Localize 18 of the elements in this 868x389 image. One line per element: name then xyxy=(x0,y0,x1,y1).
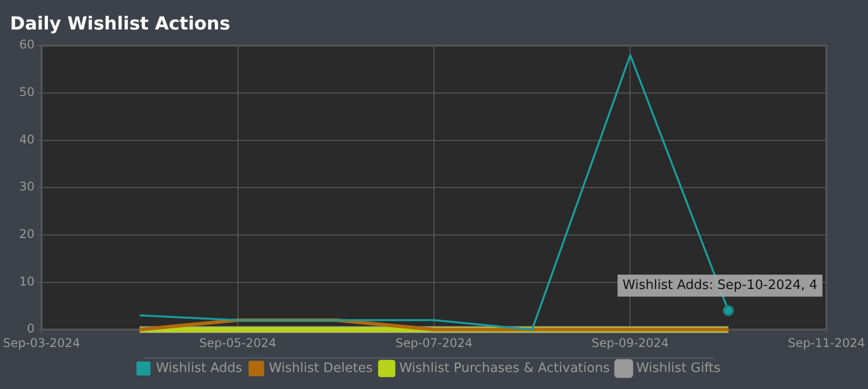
x-tick-label: Sep-03-2024 xyxy=(2,336,80,350)
y-tick-label: 30 xyxy=(19,180,35,194)
y-tick-label: 20 xyxy=(19,227,35,242)
y-tick-label: 60 xyxy=(19,38,35,52)
y-tick-label: 10 xyxy=(19,274,35,288)
x-tick-label: Sep-11-2024 xyxy=(788,336,866,350)
legend-label: Wishlist Gifts xyxy=(636,360,721,376)
legend-label: Wishlist Adds xyxy=(156,360,243,376)
annotation: Wishlist Adds: Sep-10-2024, 4 xyxy=(622,278,818,294)
chart-title: Daily Wishlist Actions xyxy=(10,13,230,34)
x-tick-label: Sep-05-2024 xyxy=(199,336,276,350)
y-tick-label: 40 xyxy=(19,132,35,146)
legend-label: Wishlist Purchases & Activations xyxy=(399,360,610,376)
legend-label: Wishlist Deletes xyxy=(268,360,373,376)
x-tick-label: Sep-09-2024 xyxy=(592,336,669,350)
y-tick-label: 50 xyxy=(19,85,35,100)
y-tick-label: 0 xyxy=(26,322,35,336)
x-tick-label: Sep-07-2024 xyxy=(395,336,473,350)
